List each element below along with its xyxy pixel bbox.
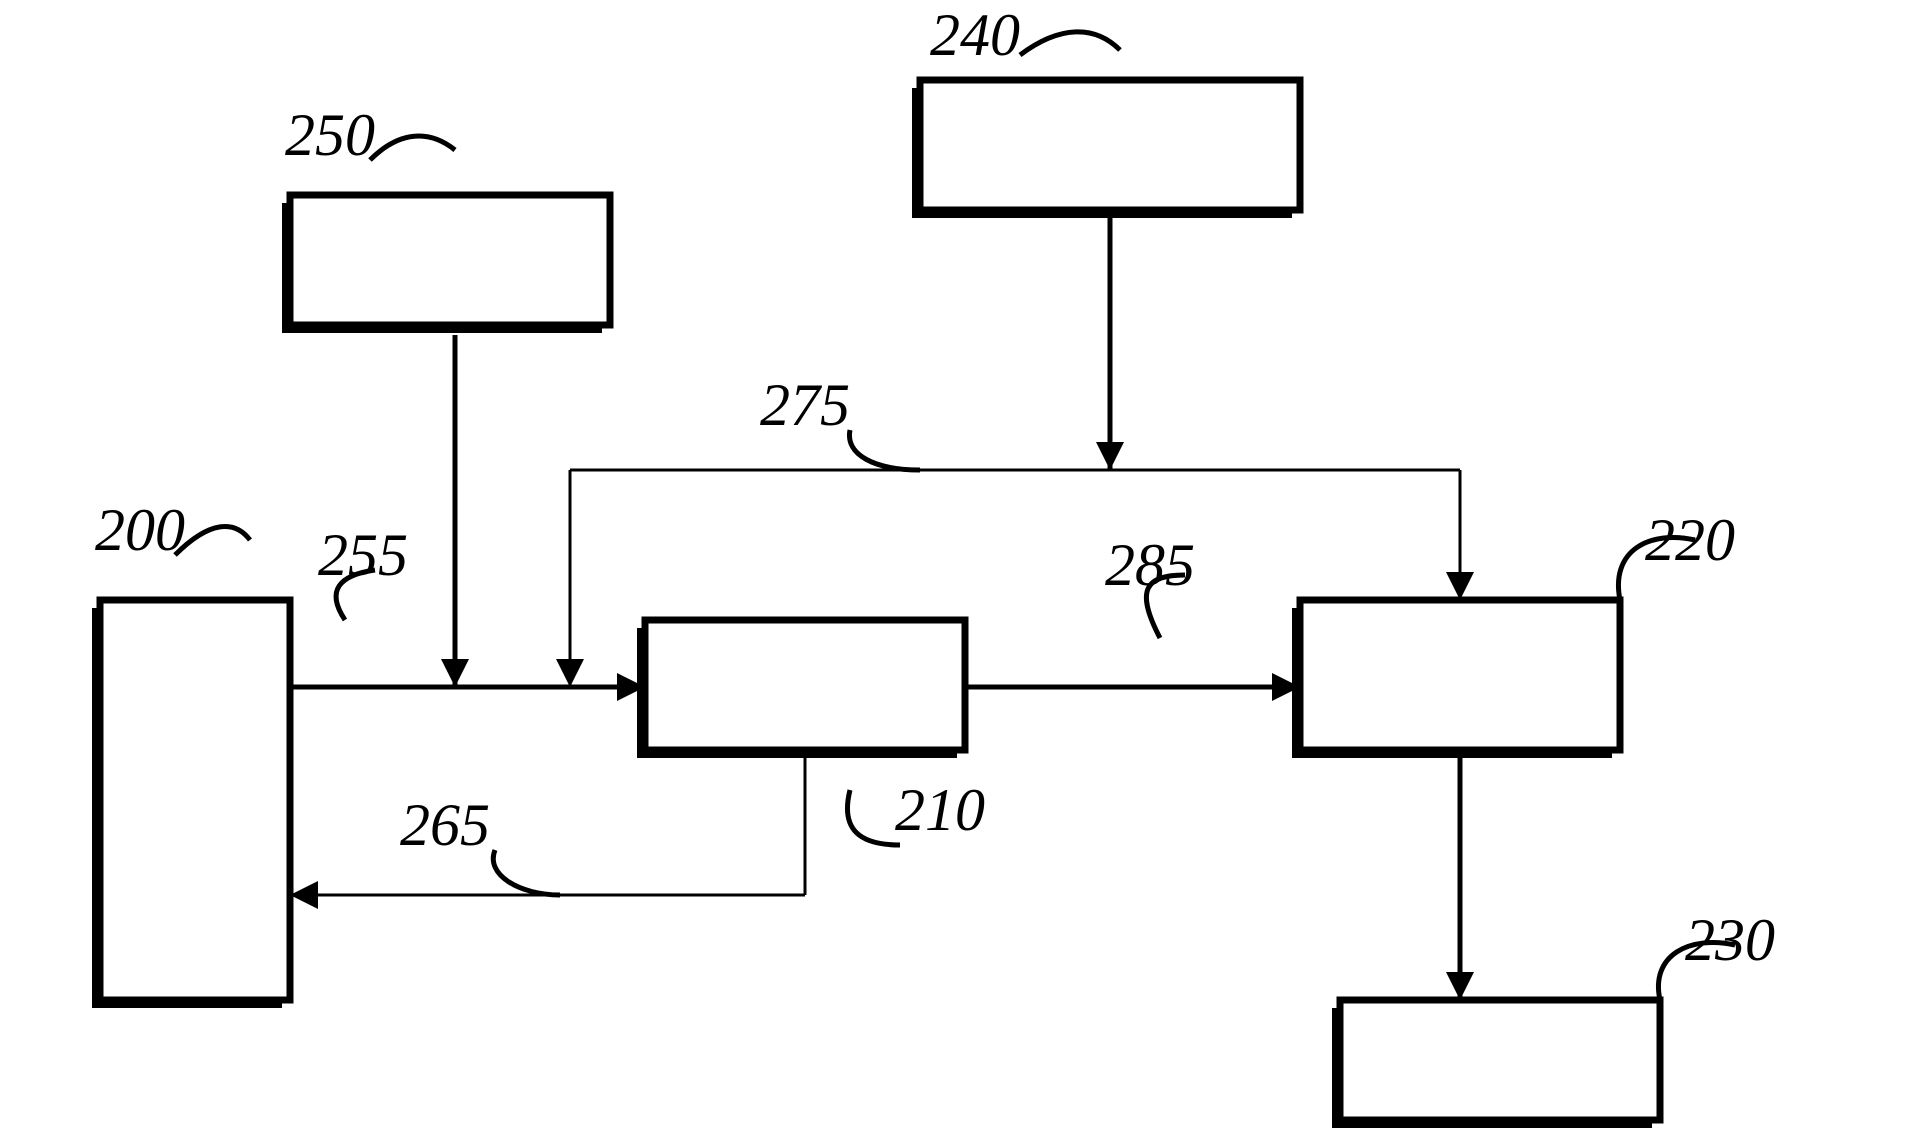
boxes	[92, 80, 1660, 1128]
arrowhead-e265	[290, 881, 318, 909]
diagram-canvas: 200 250 240 220 230 210 255 265 275 285	[0, 0, 1927, 1146]
box-b250	[290, 195, 610, 325]
label-l250: 250	[285, 102, 375, 168]
box-b220	[1300, 600, 1620, 750]
callout-c210	[847, 790, 900, 845]
label-l265: 265	[400, 792, 490, 858]
callout-c250	[370, 136, 455, 160]
label-l230: 230	[1685, 907, 1775, 973]
callout-c240	[1020, 32, 1120, 55]
label-l200: 200	[95, 497, 185, 563]
callout-c200	[175, 526, 250, 555]
label-l240: 240	[930, 2, 1020, 68]
callout-c265	[493, 850, 560, 895]
box-b240	[920, 80, 1300, 210]
arrowhead-e240d	[1096, 442, 1124, 470]
label-l275: 275	[760, 372, 850, 438]
label-l210: 210	[895, 777, 985, 843]
arrowhead-e250d	[441, 659, 469, 687]
arrowhead-e220d	[1446, 972, 1474, 1000]
box-b200	[100, 600, 290, 1000]
label-l285: 285	[1105, 532, 1195, 598]
label-l220: 220	[1645, 507, 1735, 573]
callout-c275	[849, 430, 920, 470]
label-l255: 255	[318, 522, 408, 588]
arrowhead-e275l	[556, 659, 584, 687]
box-b230	[1340, 1000, 1660, 1120]
box-b210	[645, 620, 965, 750]
arrowhead-e275r	[1446, 572, 1474, 600]
